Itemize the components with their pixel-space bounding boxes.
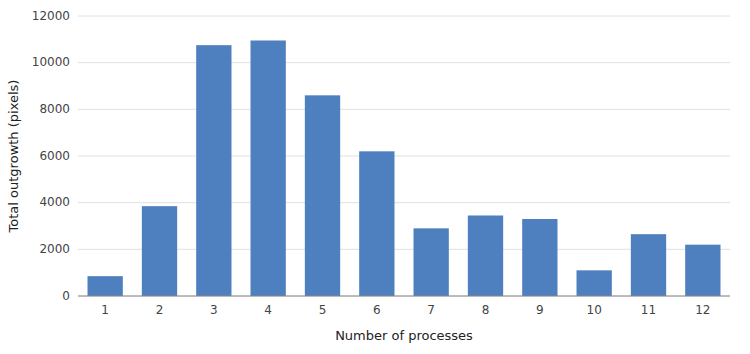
bar bbox=[631, 234, 666, 296]
x-axis: 123456789101112 bbox=[78, 296, 730, 317]
chart-container: 0200040006000800010000120001234567891011… bbox=[0, 0, 750, 354]
y-tick-label: 4000 bbox=[39, 195, 70, 209]
bar bbox=[522, 219, 557, 296]
chart: 0200040006000800010000120001234567891011… bbox=[0, 0, 750, 354]
bar bbox=[685, 245, 720, 296]
x-tick-label: 12 bbox=[695, 303, 710, 317]
x-tick-label: 4 bbox=[264, 303, 272, 317]
y-axis-label: Total outgrowth (pixels) bbox=[6, 80, 21, 234]
grid-line bbox=[78, 16, 730, 17]
bar bbox=[359, 151, 394, 296]
grid bbox=[78, 16, 730, 296]
y-tick-label: 0 bbox=[62, 289, 70, 303]
x-tick-label: 9 bbox=[536, 303, 544, 317]
y-tick-label: 10000 bbox=[32, 55, 70, 69]
grid-line bbox=[78, 296, 730, 297]
bar bbox=[196, 45, 231, 296]
x-tick-label: 11 bbox=[641, 303, 656, 317]
x-axis-label: Number of processes bbox=[335, 328, 473, 343]
grid-line bbox=[78, 62, 730, 63]
x-tick-label: 3 bbox=[210, 303, 218, 317]
bar bbox=[251, 41, 286, 297]
grid-line bbox=[78, 156, 730, 157]
x-tick-label: 1 bbox=[101, 303, 109, 317]
x-tick-label: 7 bbox=[427, 303, 435, 317]
x-tick-label: 6 bbox=[373, 303, 381, 317]
bars bbox=[88, 41, 721, 297]
x-tick-label: 8 bbox=[482, 303, 490, 317]
x-tick-label: 5 bbox=[319, 303, 327, 317]
bar bbox=[468, 216, 503, 297]
grid-line bbox=[78, 202, 730, 203]
bar bbox=[414, 228, 449, 296]
y-tick-label: 8000 bbox=[39, 102, 70, 116]
bar bbox=[142, 206, 177, 296]
bar bbox=[88, 276, 123, 296]
y-tick-label: 2000 bbox=[39, 242, 70, 256]
y-tick-label: 6000 bbox=[39, 149, 70, 163]
y-tick-label: 12000 bbox=[32, 9, 70, 23]
x-tick-label: 2 bbox=[156, 303, 164, 317]
bar bbox=[577, 270, 612, 296]
grid-line bbox=[78, 109, 730, 110]
x-tick-label: 10 bbox=[587, 303, 602, 317]
x-axis-line bbox=[78, 296, 730, 297]
bar bbox=[305, 95, 340, 296]
y-axis: 0 2000 4000 6000 8000 10000 12000 bbox=[32, 9, 70, 303]
